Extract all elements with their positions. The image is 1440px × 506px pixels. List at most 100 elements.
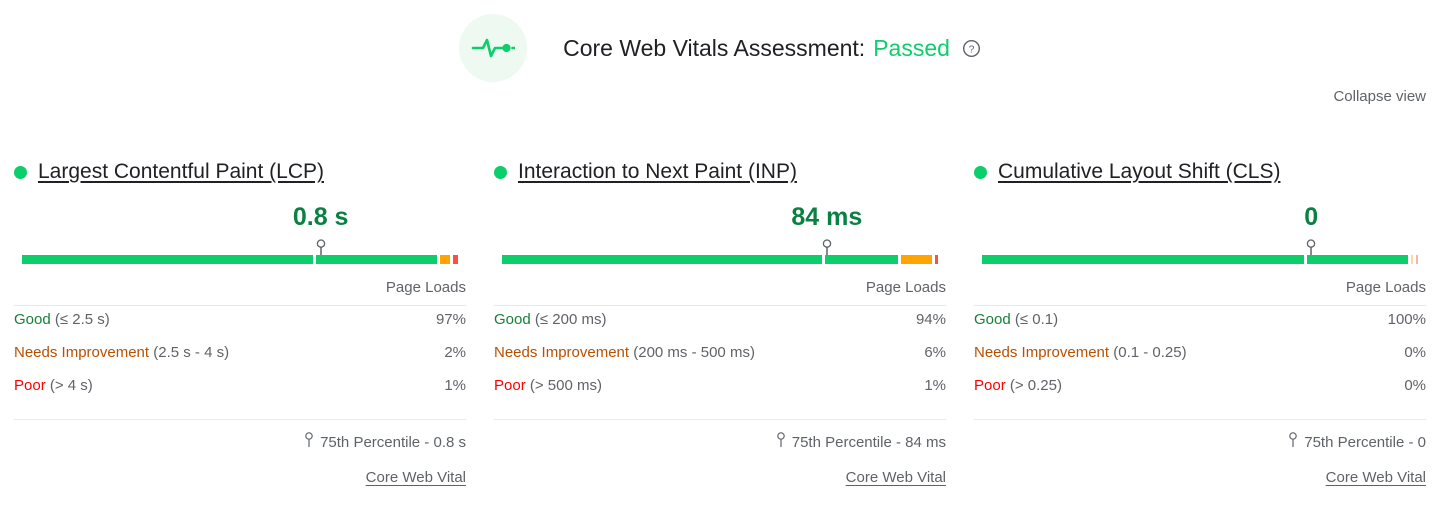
metric-header-lcp: Largest Contentful Paint (LCP) <box>14 158 466 186</box>
assessment-label: Core Web Vitals Assessment: <box>563 34 866 61</box>
divider-top-lcp <box>14 305 466 306</box>
table-row: Good (≤ 200 ms) 94% <box>494 311 946 344</box>
row-keyword: Good <box>494 311 531 328</box>
divider-bottom-inp <box>494 419 946 420</box>
bar-segment-good-a-cls <box>982 255 1304 264</box>
row-label-ni-cls: Needs Improvement (0.1 - 0.25) <box>974 344 1187 361</box>
row-range: (> 4 s) <box>49 377 93 394</box>
bar-segment-poor-inp <box>934 255 938 264</box>
core-web-vital-link-wrap-cls: Core Web Vital <box>974 469 1426 487</box>
status-dot-inp <box>494 165 507 179</box>
row-label-good-cls: Good (≤ 0.1) <box>974 311 1058 328</box>
core-web-vital-link-inp[interactable]: Core Web Vital <box>845 469 946 486</box>
metric-column-inp: Interaction to Next Paint (INP) 84 ms Page… <box>480 158 960 487</box>
core-web-vital-link-cls[interactable]: Core Web Vital <box>1325 469 1426 486</box>
percentile-marker-icon <box>776 432 786 452</box>
percentile-marker-icon-cls <box>1306 239 1317 261</box>
row-range: (> 500 ms) <box>529 377 602 394</box>
row-value-ni-inp: 6% <box>924 344 946 361</box>
metric-title-link-lcp[interactable]: Largest Contentful Paint (LCP) <box>38 160 324 183</box>
metric-gauge-lcp: 0.8 s <box>14 203 466 264</box>
row-range: (200 ms - 500 ms) <box>633 344 755 361</box>
bar-segment-needs-improvement-inp <box>901 255 932 264</box>
row-label-poor-cls: Poor (> 0.25) <box>974 377 1062 394</box>
svg-text:?: ? <box>969 44 975 55</box>
distribution-bar-inp <box>502 255 938 264</box>
percentile-text-inp: 75th Percentile - 84 ms <box>791 433 946 451</box>
row-range: (≤ 2.5 s) <box>54 311 110 328</box>
row-range: (> 0.25) <box>1009 377 1062 394</box>
core-web-vital-link-lcp[interactable]: Core Web Vital <box>365 469 466 486</box>
bar-segment-good-a-lcp <box>22 255 314 264</box>
metric-column-lcp: Largest Contentful Paint (LCP) 0.8 s Page … <box>0 158 480 487</box>
row-label-poor-inp: Poor (> 500 ms) <box>494 377 602 394</box>
page-loads-header-lcp: Page Loads <box>385 279 466 296</box>
row-keyword: Poor <box>14 377 46 394</box>
assessment-header: Core Web Vitals Assessment: Passed ? <box>0 14 1440 82</box>
bar-segment-needs-improvement-lcp <box>439 255 450 264</box>
row-label-poor-lcp: Poor (> 4 s) <box>14 377 93 394</box>
table-row: Needs Improvement (200 ms - 500 ms) 6% <box>494 344 946 377</box>
row-label-ni-lcp: Needs Improvement (2.5 s - 4 s) <box>14 344 229 361</box>
table-row: Poor (> 4 s) 1% <box>14 377 466 410</box>
row-value-poor-lcp: 1% <box>444 377 466 394</box>
row-value-ni-lcp: 2% <box>444 344 466 361</box>
row-label-ni-inp: Needs Improvement (200 ms - 500 ms) <box>494 344 755 361</box>
distribution-rows-lcp: Good (≤ 2.5 s) 97% Needs Improvement (2.5 … <box>14 306 466 410</box>
divider-top-inp <box>494 305 946 306</box>
table-row: Needs Improvement (0.1 - 0.25) 0% <box>974 344 1426 377</box>
divider-bottom-lcp <box>14 419 466 420</box>
row-value-poor-inp: 1% <box>924 377 946 394</box>
bar-segment-poor-lcp <box>452 255 458 264</box>
table-row: Poor (> 0.25) 0% <box>974 377 1426 410</box>
row-keyword: Needs Improvement <box>494 344 630 361</box>
metric-gauge-cls: 0 <box>974 203 1426 264</box>
bar-segment-good-b-inp <box>824 255 899 264</box>
metric-value-inp: 84 ms <box>791 203 863 231</box>
distribution-bar-cls <box>982 255 1418 264</box>
help-circle-icon[interactable]: ? <box>962 39 981 58</box>
row-value-ni-cls: 0% <box>1404 344 1426 361</box>
percentile-text-cls: 75th Percentile - 0 <box>1304 433 1426 451</box>
metric-header-cls: Cumulative Layout Shift (CLS) <box>974 158 1426 186</box>
distribution-rows-inp: Good (≤ 200 ms) 94% Needs Improvement (200… <box>494 306 946 410</box>
row-label-good-inp: Good (≤ 200 ms) <box>494 311 606 328</box>
metric-title-link-inp[interactable]: Interaction to Next Paint (INP) <box>518 160 797 183</box>
metric-column-cls: Cumulative Layout Shift (CLS) 0 Page Loads… <box>960 158 1440 487</box>
percentile-marker-icon <box>304 432 314 452</box>
collapse-view-button[interactable]: Collapse view <box>1333 88 1426 105</box>
assessment-status: Passed <box>873 34 950 61</box>
row-keyword: Needs Improvement <box>14 344 150 361</box>
metric-value-cls: 0 <box>1304 203 1319 231</box>
row-value-good-inp: 94% <box>915 311 946 328</box>
percentile-text-lcp: 75th Percentile - 0.8 s <box>320 433 466 451</box>
bar-segment-needs-improvement-cls <box>1410 255 1413 264</box>
row-range: (2.5 s - 4 s) <box>153 344 230 361</box>
row-keyword: Good <box>974 311 1011 328</box>
row-range: (≤ 200 ms) <box>534 311 607 328</box>
row-value-good-lcp: 97% <box>435 311 466 328</box>
bar-segment-good-b-cls <box>1306 255 1408 264</box>
table-row: Good (≤ 2.5 s) 97% <box>14 311 466 344</box>
core-web-vital-link-wrap-lcp: Core Web Vital <box>14 469 466 487</box>
status-dot-lcp <box>14 165 27 179</box>
page-title: Core Web Vitals Assessment: Passed ? <box>563 35 981 62</box>
table-row: Good (≤ 0.1) 100% <box>974 311 1426 344</box>
row-value-poor-cls: 0% <box>1404 377 1426 394</box>
row-range: (≤ 0.1) <box>1014 311 1059 328</box>
percentile-row-cls: 75th Percentile - 0 <box>974 420 1426 452</box>
divider-bottom-cls <box>974 419 1426 420</box>
row-keyword: Needs Improvement <box>974 344 1110 361</box>
metric-title-link-cls[interactable]: Cumulative Layout Shift (CLS) <box>998 160 1281 183</box>
row-range: (0.1 - 0.25) <box>1113 344 1187 361</box>
pulse-icon <box>459 14 528 82</box>
status-dot-cls <box>974 165 987 179</box>
page-loads-header-cls: Page Loads <box>1345 279 1426 296</box>
percentile-marker-icon <box>1288 432 1298 452</box>
table-row: Poor (> 500 ms) 1% <box>494 377 946 410</box>
bar-segment-good-a-inp <box>502 255 822 264</box>
divider-top-cls <box>974 305 1426 306</box>
percentile-row-lcp: 75th Percentile - 0.8 s <box>14 420 466 452</box>
row-keyword: Poor <box>494 377 526 394</box>
